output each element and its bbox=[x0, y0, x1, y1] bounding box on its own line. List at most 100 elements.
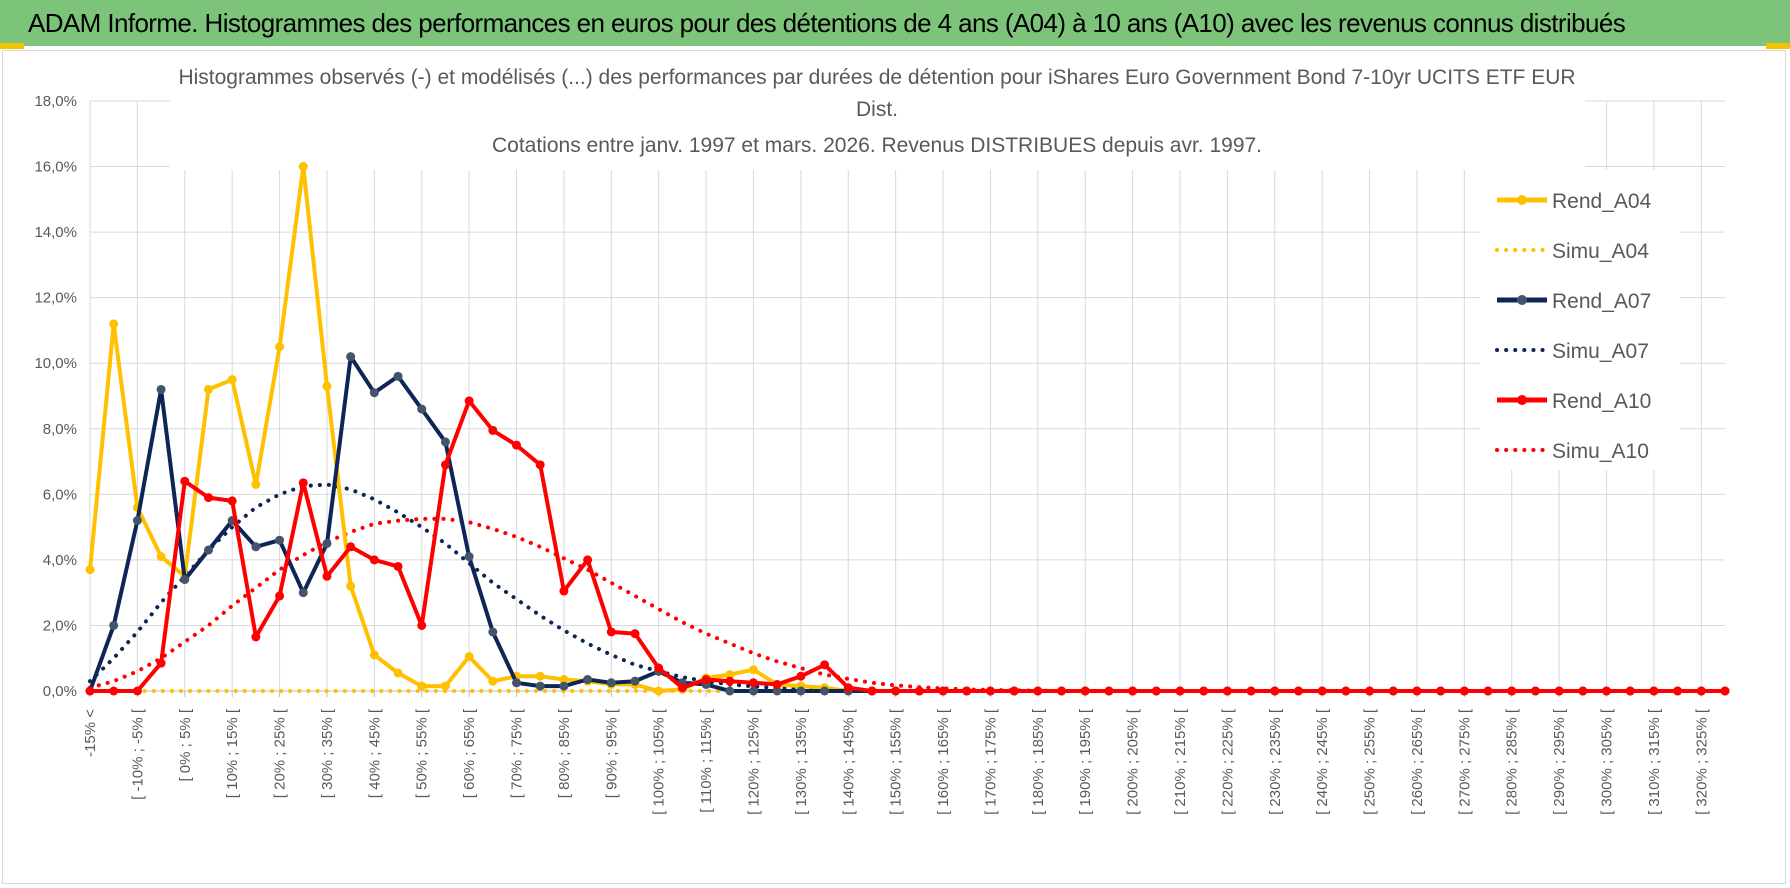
x-tick-label: [ 10% ; 15% [ bbox=[224, 708, 241, 798]
data-point bbox=[393, 371, 403, 381]
data-point bbox=[1530, 686, 1540, 696]
x-tick-label: [ 80% ; 85% [ bbox=[556, 708, 573, 798]
y-tick-label: 8,0% bbox=[43, 421, 77, 438]
data-point bbox=[85, 565, 95, 575]
axes: 0,0% 2,0% 4,0% 6,0% 8,0% 10,0% 12,0% 14,0% 16,0%… bbox=[34, 93, 1725, 815]
legend-background bbox=[1480, 170, 1680, 470]
legend-item: Simu_A07 bbox=[1495, 340, 1649, 363]
data-point bbox=[843, 683, 853, 693]
data-point bbox=[369, 388, 379, 398]
data-point bbox=[1151, 686, 1161, 696]
legend-label: Simu_A07 bbox=[1552, 340, 1649, 363]
series-simu_a07 bbox=[88, 482, 1727, 693]
data-point bbox=[559, 586, 569, 596]
data-point bbox=[701, 675, 711, 685]
data-point bbox=[275, 342, 285, 352]
chart-title-line: Dist. bbox=[856, 98, 898, 121]
legend: Rend_A04 Simu_A04 Rend_A07 Simu_A07 Rend_A10… bbox=[1480, 170, 1680, 470]
data-point bbox=[748, 678, 758, 688]
legend-marker bbox=[1517, 395, 1527, 405]
x-tick-label: [ 140% ; 145% [ bbox=[840, 708, 857, 815]
x-tick-label: [ 170% ; 175% [ bbox=[982, 708, 999, 815]
x-tick-label: [ 320% ; 325% [ bbox=[1693, 708, 1710, 815]
legend-label: Rend_A04 bbox=[1552, 190, 1652, 213]
x-tick-label: [ 200% ; 205% [ bbox=[1125, 708, 1142, 815]
banner-accent-right bbox=[1766, 43, 1790, 49]
data-point bbox=[322, 571, 332, 581]
data-point bbox=[512, 440, 522, 450]
data-point bbox=[440, 437, 450, 447]
data-point bbox=[1317, 686, 1327, 696]
x-tick-label: [ 110% ; 115% [ bbox=[698, 708, 715, 813]
data-point bbox=[772, 679, 782, 689]
legend-item: Rend_A07 bbox=[1497, 290, 1651, 313]
data-point bbox=[488, 676, 498, 686]
data-point bbox=[156, 384, 166, 394]
y-tick-label: 10,0% bbox=[34, 355, 77, 372]
chart-title: Histogrammes observés (-) et modélisés (… bbox=[170, 62, 1585, 170]
x-tick-label: [ 60% ; 65% [ bbox=[461, 708, 478, 798]
report-banner: ADAM Informe. Histogrammes des performan… bbox=[0, 0, 1790, 49]
data-point bbox=[369, 555, 379, 565]
legend-label: Simu_A10 bbox=[1552, 440, 1649, 463]
data-point bbox=[1246, 686, 1256, 696]
data-point bbox=[1625, 686, 1635, 696]
data-point bbox=[85, 686, 95, 696]
data-point bbox=[1507, 686, 1517, 696]
data-point bbox=[464, 552, 474, 562]
x-tick-label: [ 240% ; 245% [ bbox=[1314, 708, 1331, 815]
data-point bbox=[1673, 686, 1683, 696]
legend-label: Rend_A07 bbox=[1552, 290, 1651, 313]
x-tick-label: [ 300% ; 305% [ bbox=[1599, 708, 1616, 815]
data-point bbox=[1720, 686, 1730, 696]
data-point bbox=[1128, 686, 1138, 696]
data-point bbox=[1080, 686, 1090, 696]
data-point bbox=[417, 620, 427, 630]
data-point bbox=[1388, 686, 1398, 696]
data-point bbox=[820, 660, 830, 670]
data-point bbox=[630, 676, 640, 686]
data-point bbox=[346, 581, 356, 591]
data-point bbox=[180, 575, 190, 585]
data-point bbox=[867, 686, 877, 696]
x-tick-label: [ 150% ; 155% [ bbox=[888, 708, 905, 815]
data-point bbox=[322, 381, 332, 391]
x-tick-label: [ 220% ; 225% [ bbox=[1219, 708, 1236, 815]
data-point bbox=[393, 561, 403, 571]
data-point bbox=[1175, 686, 1185, 696]
chart-frame bbox=[2, 50, 1786, 884]
legend-label: Rend_A10 bbox=[1552, 390, 1651, 413]
data-point bbox=[1199, 686, 1209, 696]
series-simu_a10 bbox=[88, 516, 1727, 693]
data-point bbox=[1293, 686, 1303, 696]
data-point bbox=[1270, 686, 1280, 696]
data-point bbox=[440, 460, 450, 470]
x-tick-label: [ 210% ; 215% [ bbox=[1172, 708, 1189, 815]
data-point bbox=[180, 476, 190, 486]
x-tick-label: [ 280% ; 285% [ bbox=[1504, 708, 1521, 815]
series-line bbox=[88, 516, 1727, 693]
data-point bbox=[772, 686, 782, 696]
data-point bbox=[748, 665, 758, 675]
data-point bbox=[203, 545, 213, 555]
data-point bbox=[677, 683, 687, 693]
data-point bbox=[606, 678, 616, 688]
data-point bbox=[346, 352, 356, 362]
data-point bbox=[417, 681, 427, 691]
data-point bbox=[298, 588, 308, 598]
y-tick-label: 4,0% bbox=[43, 552, 77, 569]
x-tick-label: -15% < bbox=[82, 709, 99, 757]
data-point bbox=[322, 539, 332, 548]
data-point bbox=[488, 627, 498, 637]
legend-marker bbox=[1517, 295, 1527, 305]
data-point bbox=[203, 384, 213, 394]
data-point bbox=[393, 668, 403, 678]
data-point bbox=[369, 650, 379, 660]
data-point bbox=[1341, 686, 1351, 696]
data-point bbox=[1649, 686, 1659, 696]
data-point bbox=[535, 681, 545, 691]
data-point bbox=[275, 535, 285, 545]
data-point bbox=[512, 678, 522, 688]
x-tick-label: [ 0% ; 5% [ bbox=[177, 708, 194, 781]
